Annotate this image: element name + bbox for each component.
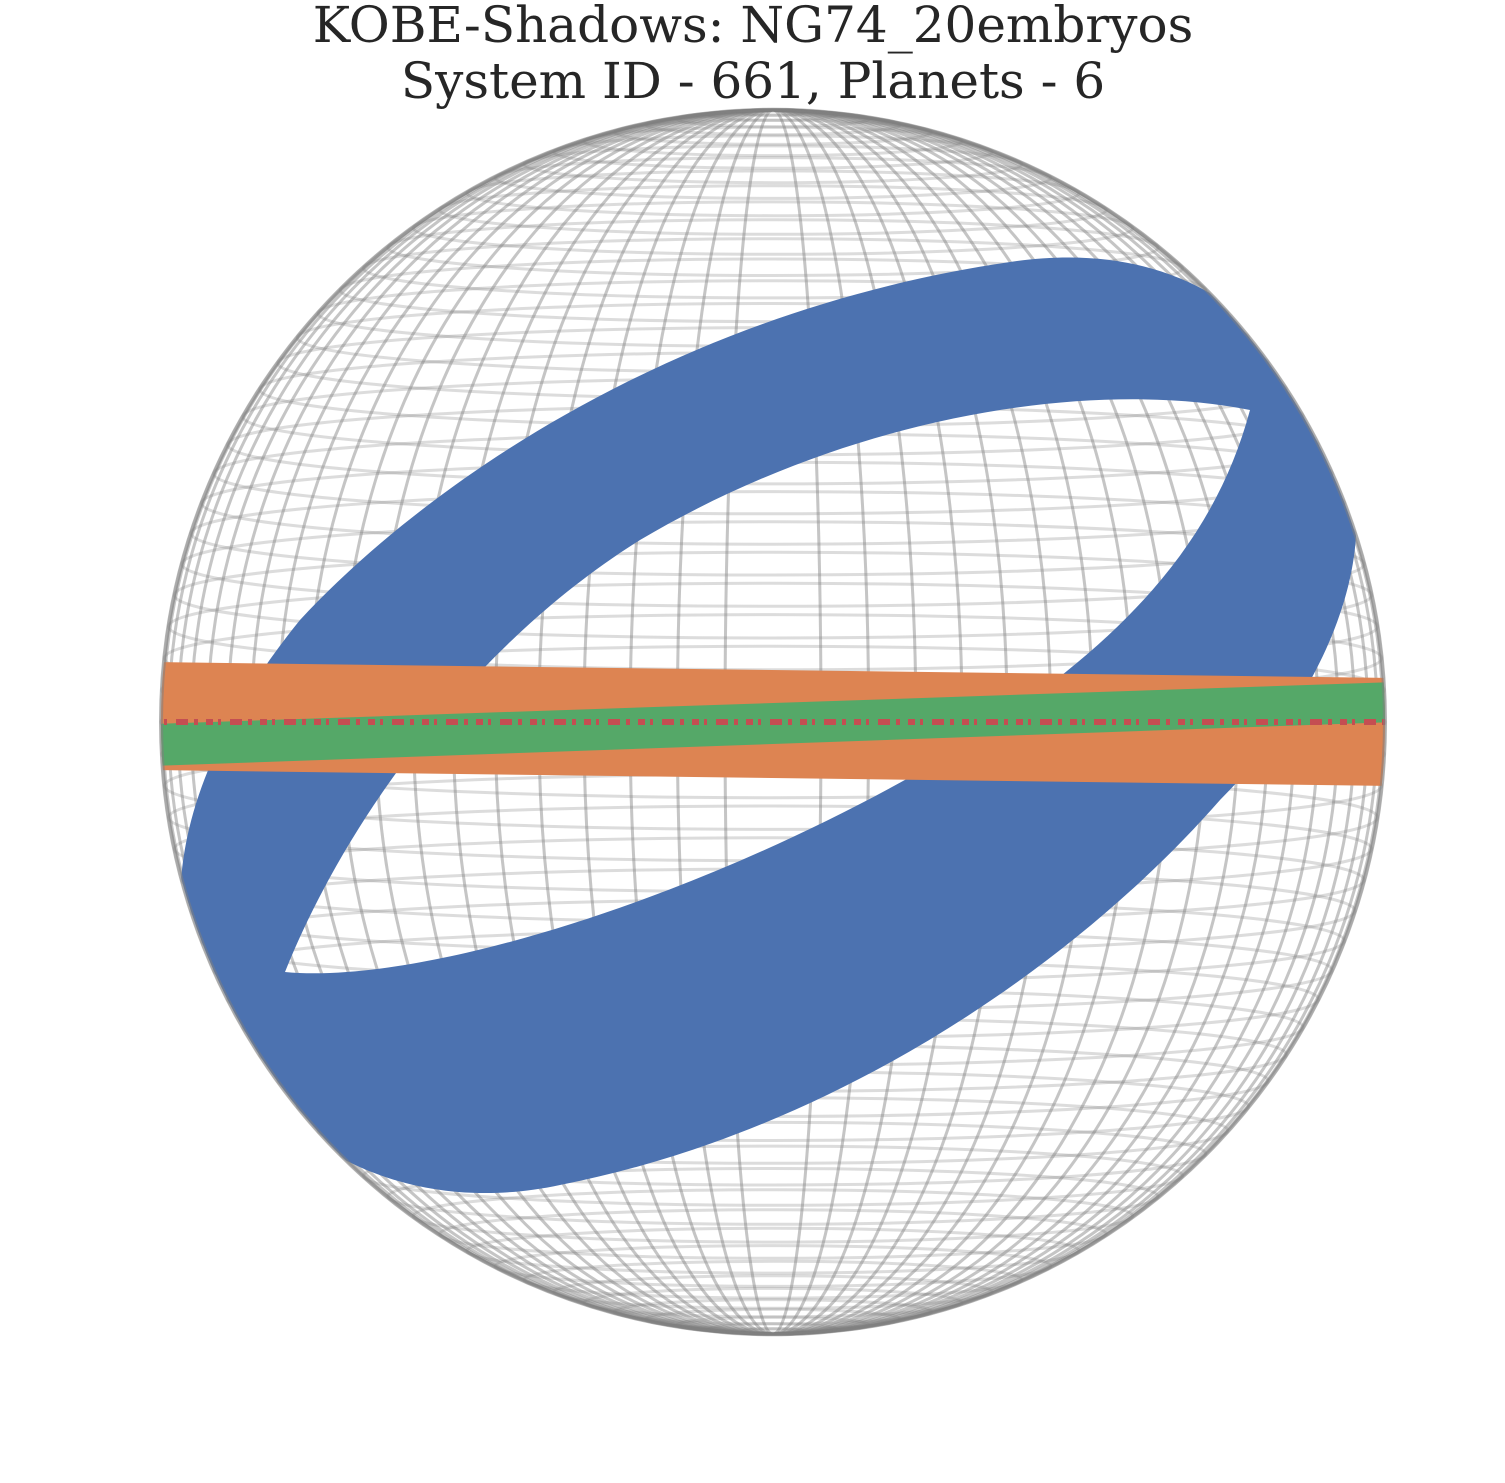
title-line-2: System ID - 661, Planets - 6 — [401, 52, 1105, 110]
shadow-bands — [161, 257, 1385, 1194]
blue-shadow-band — [180, 257, 1357, 1194]
title-line-1: KOBE-Shadows: NG74_20embryos — [313, 0, 1194, 54]
latitude-line — [493, 1244, 1053, 1288]
latitude-line — [493, 156, 1053, 200]
latitude-line — [522, 1259, 1024, 1300]
latitude-line — [522, 144, 1024, 185]
sphere-outline — [159, 108, 1387, 1336]
